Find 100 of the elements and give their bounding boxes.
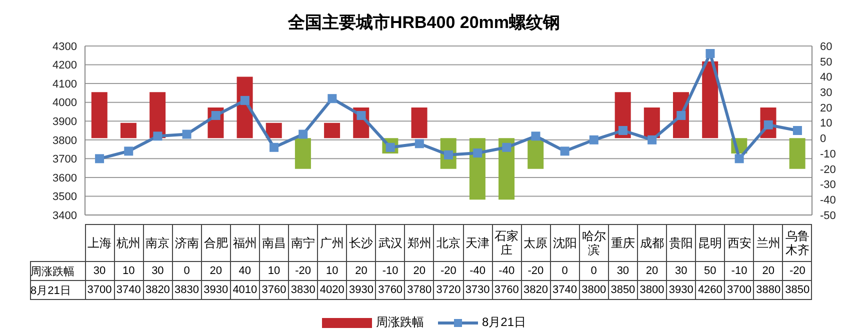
y-tick-label: 3600: [52, 172, 77, 184]
x-tick-label: 长沙: [346, 224, 376, 262]
data-label: 20: [346, 262, 376, 280]
legend-label: 周涨跌幅: [376, 314, 424, 331]
x-tick-label: 成都: [637, 224, 667, 262]
text: 8月21日: [30, 284, 71, 296]
data-label: 3740: [114, 280, 144, 300]
data-label: -10: [724, 262, 754, 280]
y2-tick-label: -20: [820, 164, 836, 176]
point: [211, 110, 220, 120]
data-label: 20: [754, 262, 783, 280]
point: [153, 132, 162, 141]
data-label: -20: [521, 262, 550, 280]
data-label: 10: [318, 262, 347, 280]
data-label: 20: [404, 262, 434, 280]
data-label: 50: [696, 262, 725, 280]
x-tick-label: 哈尔滨: [579, 224, 608, 262]
bar: [324, 122, 340, 138]
bar: [702, 61, 718, 138]
data-label: 0: [550, 262, 580, 280]
point: [473, 148, 482, 158]
x-tick-label: 乌鲁木齐: [782, 224, 812, 262]
point: [182, 130, 192, 139]
data-label: 10: [259, 262, 289, 280]
y-tick-label: 3700: [52, 154, 77, 166]
data-label: -20: [782, 262, 812, 280]
data-label: 3830: [172, 280, 202, 300]
y2-tick-label: -30: [820, 179, 836, 192]
x-tick-label: 福州: [230, 224, 260, 262]
point: [270, 142, 279, 152]
data-label: 30: [666, 262, 696, 280]
data-label: 20: [637, 262, 667, 280]
point: [95, 154, 104, 164]
x-tick-label: 西安: [724, 224, 754, 262]
x-tick-label: 南京: [143, 224, 172, 262]
data-label: 3820: [521, 280, 550, 300]
chart-title: 全国主要城市HRB400 20mm螺纹钢: [286, 12, 562, 34]
data-label: -10: [376, 262, 405, 280]
x-tick-label: 北京: [434, 224, 464, 262]
bar: [789, 138, 806, 169]
data-label: 3730: [463, 280, 492, 300]
y2-tick-label: 10: [820, 118, 832, 130]
data-label: 3830: [288, 280, 318, 300]
bar: [528, 138, 544, 169]
data-label: 3850: [608, 280, 638, 300]
data-label: 3880: [754, 280, 783, 300]
y-tick-label: 4000: [52, 97, 77, 110]
data-label: 3800: [637, 280, 667, 300]
y2-tick-label: -40: [820, 194, 836, 207]
x-tick-label: 石家庄: [492, 224, 522, 262]
data-label: 3720: [434, 280, 464, 300]
y2-tick-label: 50: [820, 56, 832, 68]
data-label: 3700: [85, 280, 114, 300]
text: 周涨跌幅: [30, 266, 74, 278]
data-label: 30: [143, 262, 172, 280]
bar: [644, 107, 660, 138]
x-tick-label: 兰州: [754, 224, 783, 262]
data-label: -40: [492, 262, 522, 280]
data-label: 3780: [404, 280, 434, 300]
x-tick-label: 南昌: [259, 224, 289, 262]
y2-tick-label: 30: [820, 86, 832, 99]
x-tick-label: 上海: [85, 224, 114, 262]
data-label: 3930: [346, 280, 376, 300]
point: [706, 49, 715, 58]
point: [676, 110, 686, 120]
data-label: -40: [463, 262, 492, 280]
y2-tick-label: 60: [820, 40, 832, 53]
data-label: 10: [114, 262, 144, 280]
point: [792, 126, 802, 135]
point: [328, 94, 337, 104]
y-tick-label: 3900: [52, 116, 77, 128]
x-tick-label: 昆明: [696, 224, 725, 262]
point: [124, 146, 134, 156]
y-tick-label: 4300: [52, 40, 77, 53]
x-tick-label: 济南: [172, 224, 202, 262]
data-label: 40: [230, 262, 260, 280]
y-tick-label: 4200: [52, 60, 77, 72]
y-tick-label: 3400: [52, 210, 77, 222]
y-tick-label: 3800: [52, 134, 77, 147]
point: [240, 96, 250, 105]
bar: [411, 107, 428, 138]
x-tick-label: 合肥: [201, 224, 230, 262]
x-tick-label: 郑州: [404, 224, 434, 262]
data-label: 3930: [666, 280, 696, 300]
data-label: 3930: [201, 280, 230, 300]
data-label: 3800: [579, 280, 608, 300]
data-label: 4020: [318, 280, 347, 300]
y2-tick-label: 0: [820, 133, 826, 146]
data-label: 4260: [696, 280, 725, 300]
legend-label: 8月21日: [482, 314, 526, 331]
x-tick-label: 广州: [318, 224, 347, 262]
point: [734, 154, 744, 164]
point: [589, 135, 598, 144]
data-label: 30: [85, 262, 114, 280]
x-tick-label: 天津: [463, 224, 492, 262]
point: [414, 139, 424, 148]
data-label: 3760: [492, 280, 522, 300]
bar: [294, 138, 311, 169]
x-tick-label: 武汉: [376, 224, 405, 262]
point: [502, 142, 512, 152]
